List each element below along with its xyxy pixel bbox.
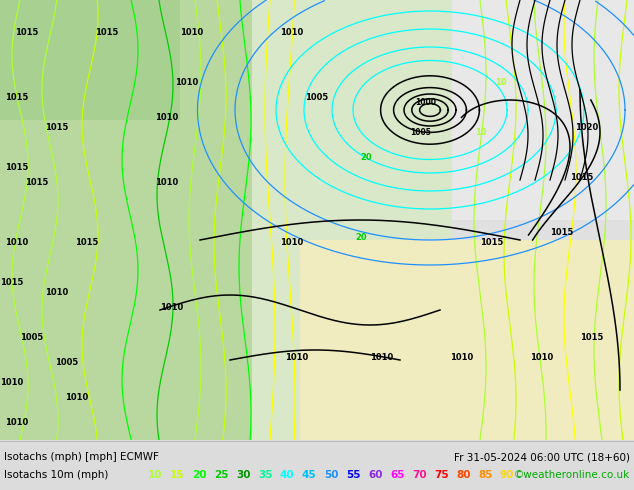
Text: Fr 31-05-2024 06:00 UTC (18+60): Fr 31-05-2024 06:00 UTC (18+60)	[454, 452, 630, 462]
Text: 1015: 1015	[0, 278, 23, 287]
Text: Isotachs (mph) [mph] ECMWF: Isotachs (mph) [mph] ECMWF	[4, 452, 159, 462]
Text: 1010: 1010	[155, 113, 178, 122]
Text: 1010: 1010	[65, 393, 88, 402]
Text: 1005: 1005	[55, 358, 78, 367]
Text: 1010: 1010	[175, 78, 198, 87]
Text: 1010: 1010	[155, 178, 178, 187]
Bar	[252, 0, 452, 440]
Text: 1015: 1015	[95, 28, 119, 37]
Text: 15: 15	[170, 470, 184, 480]
Text: 55: 55	[346, 470, 361, 480]
Bar	[452, 0, 634, 220]
Bar	[0, 0, 180, 120]
Text: 1010: 1010	[280, 28, 303, 37]
Text: 1015: 1015	[5, 163, 29, 172]
Text: ©weatheronline.co.uk: ©weatheronline.co.uk	[514, 470, 630, 480]
Text: 50: 50	[324, 470, 339, 480]
Text: 1015: 1015	[580, 333, 604, 342]
Text: 1015: 1015	[480, 238, 503, 247]
Text: 1005: 1005	[410, 128, 431, 137]
Text: 1010: 1010	[285, 353, 308, 362]
Text: 35: 35	[258, 470, 273, 480]
Text: 25: 25	[214, 470, 228, 480]
Text: 1015: 1015	[25, 178, 48, 187]
Text: 1015: 1015	[550, 228, 573, 237]
Text: 20: 20	[355, 233, 366, 242]
Text: 1020: 1020	[575, 123, 598, 132]
Text: 70: 70	[412, 470, 427, 480]
Text: 1010: 1010	[0, 378, 23, 387]
Text: 75: 75	[434, 470, 449, 480]
Text: 1005: 1005	[305, 93, 328, 102]
Text: 60: 60	[368, 470, 382, 480]
Text: 1000: 1000	[415, 98, 436, 107]
Text: 1015: 1015	[75, 238, 98, 247]
Text: 65: 65	[390, 470, 404, 480]
Text: 1010: 1010	[450, 353, 473, 362]
Text: 1010: 1010	[5, 238, 29, 247]
Text: 1010: 1010	[160, 303, 183, 312]
Text: 1010: 1010	[45, 288, 68, 297]
Text: 10: 10	[475, 128, 487, 137]
Text: Isotachs 10m (mph): Isotachs 10m (mph)	[4, 470, 108, 480]
Text: 90: 90	[500, 470, 514, 480]
Text: 1010: 1010	[280, 238, 303, 247]
Text: 1010: 1010	[370, 353, 393, 362]
Bar	[300, 240, 634, 440]
Text: 1010: 1010	[5, 418, 29, 427]
Text: 1015: 1015	[45, 123, 68, 132]
Text: 1015: 1015	[570, 173, 593, 182]
Text: 80: 80	[456, 470, 470, 480]
Text: 85: 85	[478, 470, 493, 480]
Text: 10: 10	[495, 78, 507, 87]
Bar	[0, 0, 252, 440]
Text: 1010: 1010	[180, 28, 204, 37]
Text: 40: 40	[280, 470, 295, 480]
Text: 10: 10	[148, 470, 162, 480]
Text: 45: 45	[302, 470, 316, 480]
Text: 1015: 1015	[15, 28, 39, 37]
Text: 1015: 1015	[5, 93, 29, 102]
Text: 1005: 1005	[20, 333, 43, 342]
Text: 20: 20	[360, 153, 372, 162]
Text: 20: 20	[192, 470, 207, 480]
Text: 1010: 1010	[530, 353, 553, 362]
Bar	[452, 0, 634, 440]
Text: 30: 30	[236, 470, 250, 480]
